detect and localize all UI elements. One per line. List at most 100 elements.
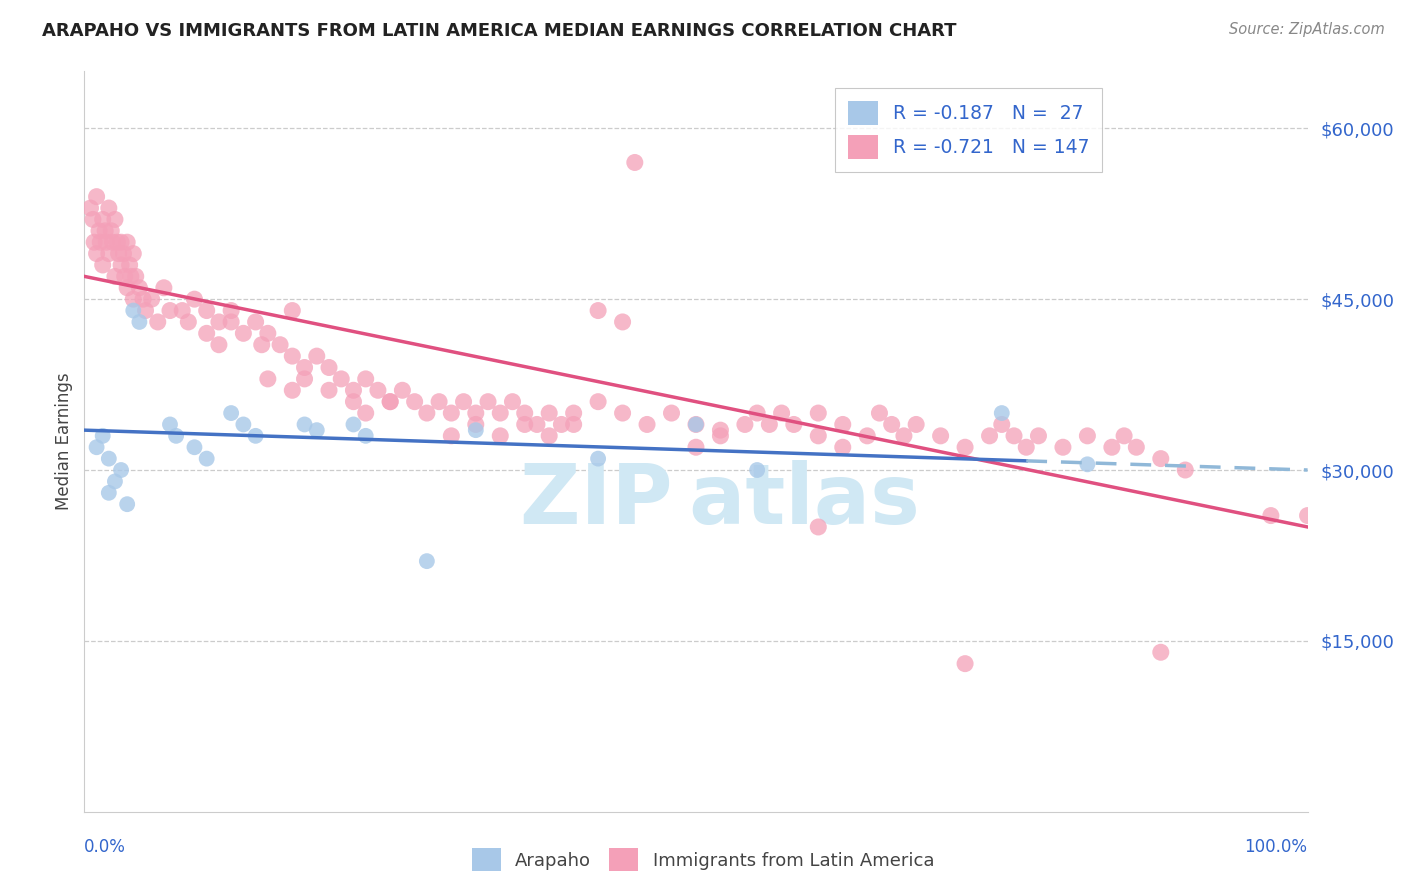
Point: [612, 315, 634, 329]
Point: [807, 520, 830, 534]
Point: [758, 417, 780, 432]
Point: [159, 417, 181, 432]
Point: [636, 417, 658, 432]
Point: [391, 384, 413, 398]
Point: [929, 429, 952, 443]
Point: [128, 281, 150, 295]
Point: [86, 189, 108, 203]
Point: [79, 201, 101, 215]
Point: [153, 281, 176, 295]
Point: [1002, 429, 1025, 443]
Point: [294, 417, 316, 432]
Point: [709, 423, 731, 437]
Point: [747, 463, 769, 477]
Point: [110, 463, 132, 477]
Point: [905, 417, 928, 432]
Point: [440, 429, 463, 443]
Point: [1260, 508, 1282, 523]
Point: [105, 235, 128, 250]
Point: [97, 246, 120, 260]
Point: [219, 315, 242, 329]
Point: [86, 440, 108, 454]
Point: [550, 417, 572, 432]
Point: [232, 326, 254, 341]
Point: [464, 406, 486, 420]
Legend: R = -0.187   N =  27, R = -0.721   N = 147: R = -0.187 N = 27, R = -0.721 N = 147: [835, 88, 1102, 172]
Point: [118, 258, 141, 272]
Point: [245, 429, 267, 443]
Point: [1101, 440, 1123, 454]
Point: [97, 485, 120, 500]
Text: ARAPAHO VS IMMIGRANTS FROM LATIN AMERICA MEDIAN EARNINGS CORRELATION CHART: ARAPAHO VS IMMIGRANTS FROM LATIN AMERICA…: [42, 22, 956, 40]
Point: [100, 224, 122, 238]
Point: [453, 394, 475, 409]
Point: [177, 315, 200, 329]
Point: [538, 406, 561, 420]
Point: [294, 372, 316, 386]
Point: [807, 429, 830, 443]
Point: [305, 349, 328, 363]
Point: [427, 394, 450, 409]
Point: [245, 315, 267, 329]
Point: [1114, 429, 1136, 443]
Point: [489, 429, 512, 443]
Point: [330, 372, 353, 386]
Point: [208, 315, 231, 329]
Point: [107, 246, 129, 260]
Point: [404, 394, 426, 409]
Point: [342, 384, 364, 398]
Point: [305, 423, 328, 437]
Point: [83, 235, 105, 250]
Point: [856, 429, 879, 443]
Point: [513, 417, 536, 432]
Point: [612, 406, 634, 420]
Point: [97, 451, 120, 466]
Point: [709, 429, 731, 443]
Point: [991, 417, 1014, 432]
Point: [89, 235, 111, 250]
Point: [318, 384, 340, 398]
Point: [122, 246, 145, 260]
Point: [172, 303, 194, 318]
Point: [86, 246, 108, 260]
Point: [685, 440, 707, 454]
Point: [128, 315, 150, 329]
Point: [104, 212, 127, 227]
Point: [380, 394, 402, 409]
Point: [354, 372, 377, 386]
Point: [1150, 645, 1173, 659]
Text: 100.0%: 100.0%: [1244, 838, 1308, 856]
Point: [586, 303, 609, 318]
Point: [538, 429, 561, 443]
Point: [770, 406, 793, 420]
Point: [685, 417, 707, 432]
Point: [1052, 440, 1074, 454]
Point: [354, 406, 377, 420]
Point: [195, 303, 218, 318]
Point: [250, 337, 273, 351]
Point: [114, 269, 136, 284]
Point: [104, 475, 127, 489]
Point: [294, 360, 316, 375]
Point: [257, 326, 280, 341]
Point: [132, 292, 155, 306]
Point: [526, 417, 548, 432]
Point: [281, 384, 304, 398]
Point: [489, 406, 512, 420]
Point: [661, 406, 683, 420]
Point: [219, 303, 242, 318]
Point: [183, 292, 205, 306]
Point: [477, 394, 499, 409]
Point: [953, 657, 976, 671]
Point: [97, 201, 120, 215]
Point: [257, 372, 280, 386]
Legend: Arapaho, Immigrants from Latin America: Arapaho, Immigrants from Latin America: [464, 841, 942, 879]
Point: [831, 417, 853, 432]
Point: [1015, 440, 1038, 454]
Point: [87, 224, 110, 238]
Point: [318, 360, 340, 375]
Point: [991, 406, 1014, 420]
Point: [416, 406, 439, 420]
Point: [101, 235, 124, 250]
Point: [734, 417, 756, 432]
